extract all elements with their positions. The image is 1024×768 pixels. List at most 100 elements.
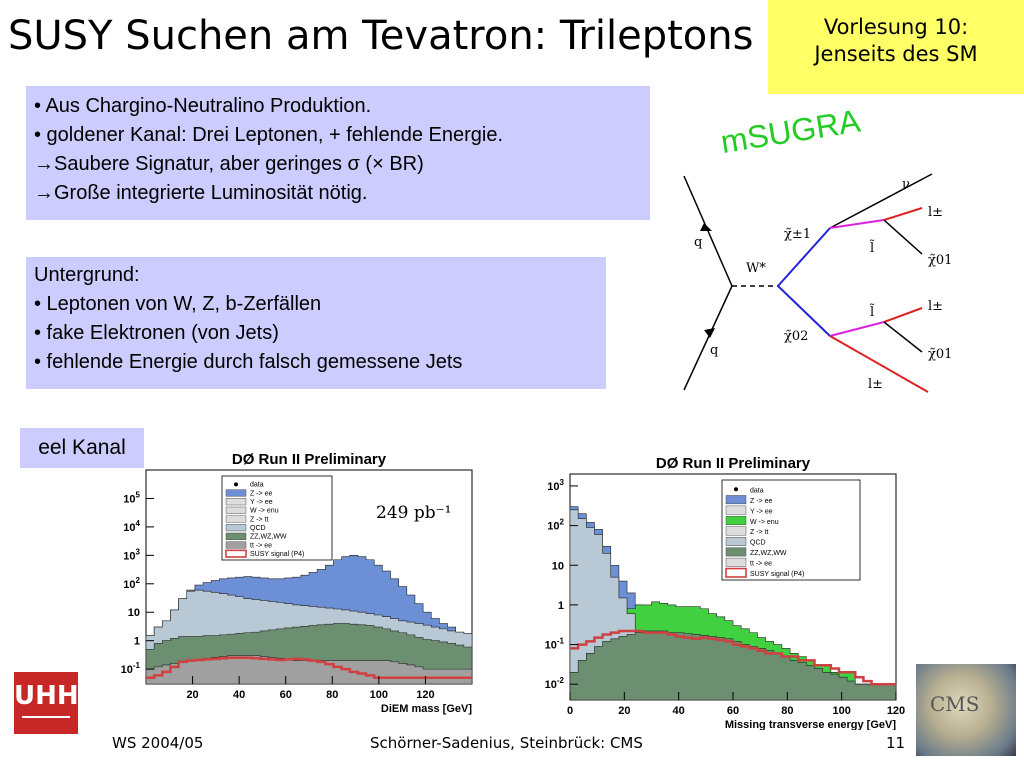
y-tick-label: 104 xyxy=(123,519,140,534)
legend-marker xyxy=(725,495,747,505)
legend-marker xyxy=(225,549,247,558)
y-tick-label: 1 xyxy=(558,600,564,612)
legend-entry: Υ -> ee xyxy=(250,499,273,506)
page-number: 11 xyxy=(886,734,906,752)
intro-line-1: • Aus Chargino-Neutralino Produktion. xyxy=(34,95,372,117)
chart-missing-et: DØ Run II Preliminary 0 20 40 60 80 100 120 10-2… xyxy=(545,455,906,730)
legend-entry: Z -> ee xyxy=(750,498,772,505)
cms-logo-text: CMS xyxy=(930,692,980,716)
course-line-2: Jenseits des SM xyxy=(814,42,978,66)
chi10-line-top xyxy=(883,219,923,255)
course-line-1: Vorlesung 10: xyxy=(823,15,969,39)
legend-marker xyxy=(725,537,747,546)
legend-entry: data xyxy=(750,487,764,494)
y-tick-label: 105 xyxy=(123,490,140,505)
legend-entry: tt -> ee xyxy=(750,561,772,568)
cms-logo: CMS xyxy=(916,664,1016,756)
x-tick-label: 60 xyxy=(727,705,739,717)
uhh-logo-text: UHH xyxy=(14,681,79,711)
legend-marker-data xyxy=(234,482,238,487)
x-tick-label: 100 xyxy=(832,705,850,717)
legend-entry: Z -> tt xyxy=(750,529,769,536)
label-slepton-top: l̃ xyxy=(869,239,874,256)
background-box: Untergrund: • Leptonen von W, Z, b-Zerfä… xyxy=(26,257,606,389)
course-badge: Vorlesung 10: Jenseits des SM xyxy=(768,0,1024,94)
background-line-3: • fake Elektronen (von Jets) xyxy=(34,322,279,344)
legend-marker xyxy=(225,541,247,549)
legend-marker xyxy=(225,498,247,506)
feynman-diagram: q q W* χ̃±1 χ̃02 ν l± l̃ χ̃01 l± l̃ χ̃01… xyxy=(683,173,952,393)
legend-entry: Z -> tt xyxy=(250,516,269,523)
intro-line-2: • goldener Kanal: Drei Leptonen, + fehle… xyxy=(34,124,504,146)
label-chi10-top: χ̃01 xyxy=(928,253,952,268)
legend-marker xyxy=(725,557,747,567)
x-tick-label: 40 xyxy=(673,705,685,717)
legend-entry: QCD xyxy=(250,525,266,532)
legend-marker xyxy=(225,489,247,497)
x-axis-label: DiEM mass [GeV] xyxy=(381,703,472,715)
luminosity-annotation: 249 pb⁻¹ xyxy=(376,503,451,523)
x-tick-label: 20 xyxy=(186,689,198,701)
x-axis-label: Missing transverse energy [GeV] xyxy=(725,719,897,730)
legend-marker xyxy=(725,547,747,557)
neutralino2-line xyxy=(777,285,831,337)
chargino-line xyxy=(777,227,831,287)
uhh-logo-tower xyxy=(22,716,70,728)
lepton-line-mid xyxy=(883,307,923,323)
x-tick-label: 120 xyxy=(416,689,434,701)
label-chi10-bottom: χ̃01 xyxy=(928,347,952,362)
legend-marker xyxy=(225,515,247,523)
legend-entry: SUSY signal (P4) xyxy=(750,571,804,578)
background-line-1: Untergrund: xyxy=(34,264,140,286)
slide-title: SUSY Suchen am Tevatron: Trileptons xyxy=(8,13,754,59)
legend-entry: data xyxy=(250,482,264,489)
y-tick-label: 10-1 xyxy=(121,661,141,676)
y-tick-label: 10 xyxy=(552,560,564,572)
slepton-line-top xyxy=(829,219,885,229)
x-tick-label: 60 xyxy=(280,689,292,701)
x-tick-label: 100 xyxy=(370,689,388,701)
intro-line-4: →Große integrierte Luminosität nötig. xyxy=(34,182,368,204)
y-tick-label: 1 xyxy=(134,636,140,648)
legend-marker xyxy=(725,516,747,525)
legend-marker xyxy=(725,567,747,578)
chart-title: DØ Run II Preliminary xyxy=(656,455,811,472)
legend-marker xyxy=(725,526,747,536)
label-neutralino2: χ̃02 xyxy=(784,329,808,344)
series-zz-wz-ww xyxy=(569,630,897,701)
y-tick-label: 10-1 xyxy=(545,637,565,652)
y-tick-label: 10-2 xyxy=(545,676,565,691)
uhh-logo: UHH xyxy=(14,672,79,734)
y-tick-label: 103 xyxy=(547,478,564,493)
legend-entry: ZZ,WZ,WW xyxy=(250,534,287,541)
legend-marker-data xyxy=(734,487,738,492)
label-nu: ν xyxy=(902,177,910,192)
quark-top-arrow xyxy=(700,223,712,231)
legend-entry: ZZ,WZ,WW xyxy=(750,550,787,557)
intro-line-3: →Saubere Signatur, aber geringes σ (× BR… xyxy=(34,153,424,175)
label-lepton-mid: l± xyxy=(928,299,943,314)
quark-line-bottom xyxy=(683,285,733,391)
chart-diem-mass: DØ Run II Preliminary 20 40 60 80 100 120 10-1 1… xyxy=(121,451,473,715)
x-tick-label: 40 xyxy=(233,689,245,701)
slepton-line-bottom xyxy=(829,321,885,337)
msugra-label: mSUGRA xyxy=(718,102,863,161)
lepton-line-bottom xyxy=(829,335,929,393)
chart-title: DØ Run II Preliminary xyxy=(232,451,387,468)
x-tick-label: 120 xyxy=(887,705,905,717)
series-susy-signal-p4- xyxy=(146,656,472,679)
series-susy-signal-p4- xyxy=(570,629,896,686)
label-lepton-bottom: l± xyxy=(868,377,883,392)
label-q-bottom: q xyxy=(710,343,718,358)
y-tick-label: 10 xyxy=(128,607,140,619)
legend-marker xyxy=(225,532,247,540)
y-tick-label: 102 xyxy=(547,518,564,533)
label-lepton-top: l± xyxy=(928,205,943,220)
legend-entry: Z -> ee xyxy=(250,490,272,497)
quark-bottom-arrow xyxy=(704,328,715,338)
label-q-top: q xyxy=(694,235,702,250)
chi10-line-bottom xyxy=(883,321,923,353)
legend-entry: W -> enu xyxy=(750,519,779,526)
intro-box: • Aus Chargino-Neutralino Produktion. • … xyxy=(26,86,650,220)
